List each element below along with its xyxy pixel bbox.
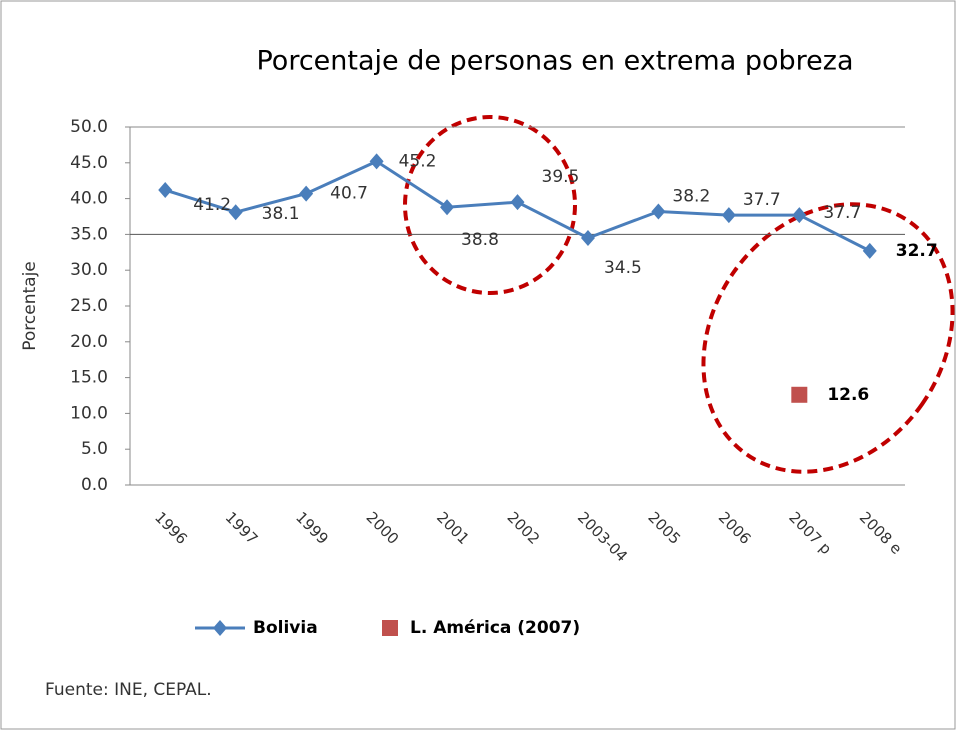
y-tick-label: 30.0 <box>70 260 108 280</box>
chart-title: Porcentaje de personas en extrema pobrez… <box>256 46 853 77</box>
y-tick-label: 10.0 <box>70 403 108 423</box>
marker <box>510 194 525 211</box>
marker <box>369 153 384 170</box>
legend-label: Bolivia <box>253 618 318 638</box>
data-label: 37.7 <box>743 190 781 210</box>
y-tick-label: 15.0 <box>70 368 108 388</box>
data-label: 41.2 <box>193 195 231 215</box>
y-tick-label: 40.0 <box>70 189 108 209</box>
y-axis-label: Porcentaje <box>20 261 40 351</box>
y-tick-label: 50.0 <box>70 117 108 137</box>
highlight-circle <box>701 202 955 474</box>
marker <box>792 207 807 224</box>
marker <box>440 199 455 216</box>
marker <box>651 203 666 220</box>
data-label: 38.1 <box>262 204 300 224</box>
data-label: 45.2 <box>399 151 437 171</box>
data-label: 34.5 <box>604 258 642 278</box>
marker <box>791 386 808 403</box>
data-label: 39.5 <box>542 167 580 187</box>
y-tick-label: 25.0 <box>70 296 108 316</box>
y-tick-label: 5.0 <box>81 439 108 459</box>
data-label: 40.7 <box>330 184 368 204</box>
y-tick-label: 0.0 <box>81 475 108 495</box>
highlight-circle <box>403 115 577 295</box>
legend-marker <box>213 620 227 636</box>
marker <box>299 185 314 202</box>
marker <box>862 242 877 259</box>
legend-label: L. América (2007) <box>410 618 580 638</box>
marker <box>228 204 243 221</box>
data-label: 12.6 <box>827 385 869 405</box>
marker <box>721 207 736 224</box>
y-tick-label: 20.0 <box>70 332 108 352</box>
source: Fuente: INE, CEPAL. <box>45 680 212 700</box>
legend-marker <box>382 620 398 636</box>
marker <box>580 229 595 246</box>
y-tick-label: 35.0 <box>70 224 108 244</box>
data-label: 38.8 <box>461 230 499 250</box>
y-tick-label: 45.0 <box>70 153 108 173</box>
data-label: 38.2 <box>672 186 710 206</box>
data-label: 32.7 <box>896 241 938 261</box>
data-label: 37.7 <box>823 203 861 223</box>
marker <box>158 182 173 199</box>
